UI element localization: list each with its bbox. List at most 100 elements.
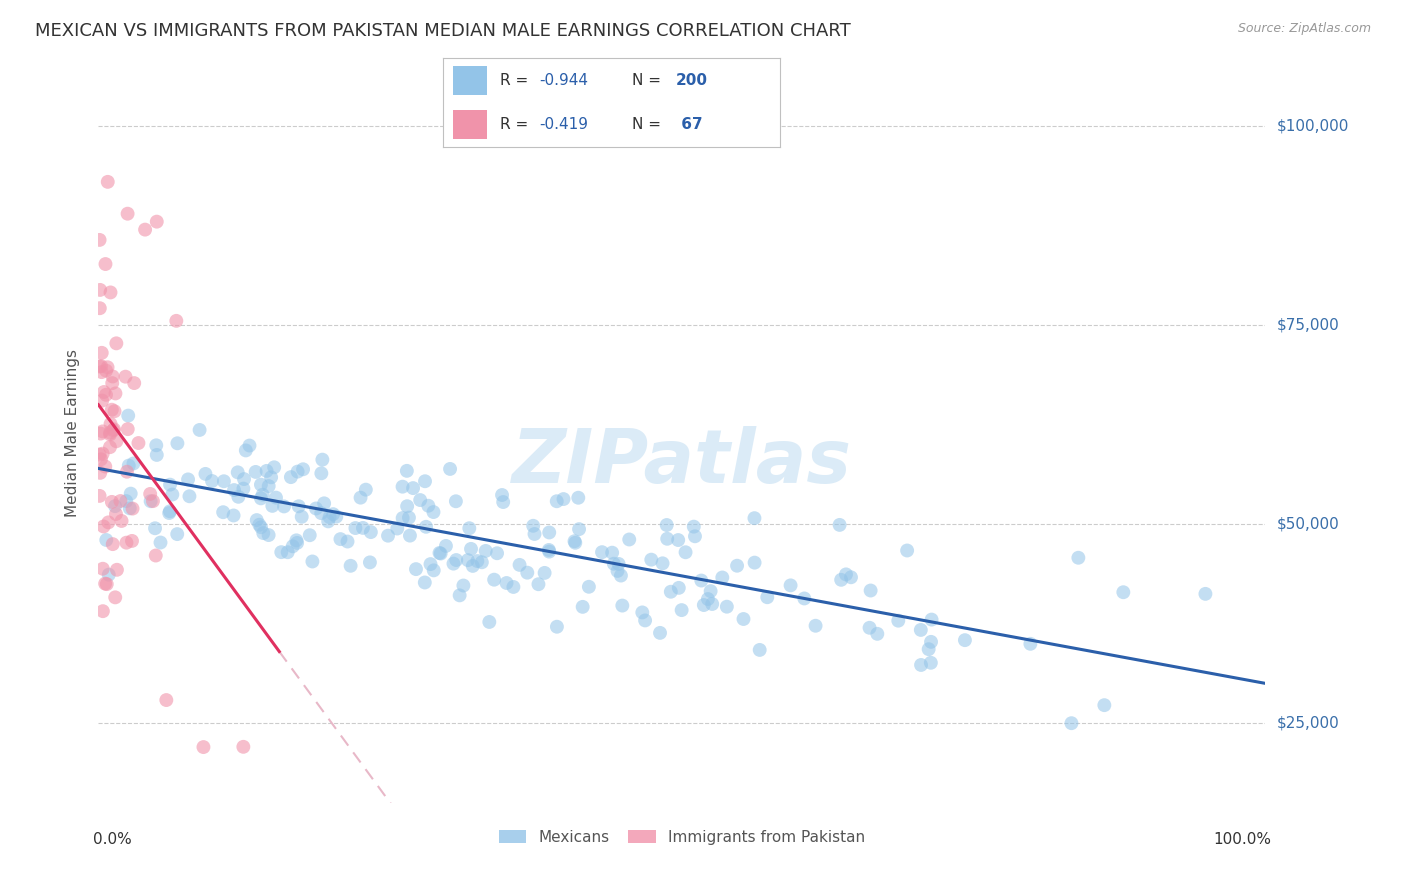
Point bbox=[391, 511, 413, 525]
Point bbox=[103, 404, 125, 418]
Point bbox=[474, 544, 496, 558]
Point bbox=[568, 522, 591, 536]
Point bbox=[422, 563, 444, 577]
Point bbox=[97, 567, 120, 582]
Point bbox=[482, 573, 505, 587]
Point bbox=[527, 577, 550, 591]
Point bbox=[250, 491, 273, 506]
Point bbox=[94, 363, 117, 377]
Point bbox=[262, 499, 284, 513]
Point bbox=[553, 491, 575, 506]
Point bbox=[631, 606, 654, 620]
Point bbox=[89, 301, 111, 316]
Point bbox=[1092, 698, 1115, 713]
Point bbox=[859, 583, 882, 598]
Point bbox=[118, 501, 141, 516]
Point bbox=[90, 359, 112, 373]
Point bbox=[91, 447, 114, 461]
Point bbox=[1060, 716, 1083, 731]
Point bbox=[157, 506, 180, 520]
Point bbox=[567, 491, 589, 505]
Point bbox=[492, 495, 515, 509]
Point bbox=[250, 520, 273, 534]
Point bbox=[683, 529, 706, 543]
Point bbox=[409, 493, 432, 508]
Point bbox=[305, 501, 328, 516]
Point bbox=[252, 488, 274, 502]
Point bbox=[246, 513, 269, 527]
Point bbox=[97, 175, 120, 189]
Point bbox=[166, 527, 188, 541]
Point bbox=[839, 570, 862, 584]
Point bbox=[502, 580, 524, 594]
Point bbox=[439, 462, 461, 476]
Point bbox=[461, 558, 484, 573]
Point bbox=[104, 507, 127, 521]
Point bbox=[429, 546, 451, 560]
Y-axis label: Median Male Earnings: Median Male Earnings bbox=[65, 349, 80, 516]
Point bbox=[538, 525, 561, 540]
Point bbox=[270, 545, 292, 559]
Text: $50,000: $50,000 bbox=[1277, 516, 1340, 532]
Point bbox=[115, 535, 138, 549]
Point bbox=[98, 440, 121, 454]
Point bbox=[429, 547, 451, 561]
Point bbox=[232, 739, 254, 754]
Point bbox=[281, 539, 304, 553]
Point bbox=[478, 615, 501, 629]
Point bbox=[509, 558, 531, 572]
Point bbox=[245, 465, 267, 479]
Point bbox=[298, 528, 321, 542]
Point bbox=[910, 623, 932, 637]
Point bbox=[449, 588, 471, 602]
Point bbox=[309, 506, 332, 520]
Point bbox=[693, 598, 716, 612]
Point bbox=[226, 466, 249, 480]
Point bbox=[101, 376, 124, 391]
Bar bbox=[453, 110, 486, 139]
Point bbox=[149, 535, 172, 549]
Point bbox=[100, 417, 122, 431]
Point bbox=[716, 599, 738, 614]
Point bbox=[105, 434, 128, 449]
Point bbox=[91, 562, 114, 576]
Point bbox=[711, 570, 734, 584]
Point bbox=[457, 553, 479, 567]
Point bbox=[666, 533, 689, 547]
Point bbox=[744, 556, 766, 570]
Point bbox=[118, 458, 141, 473]
Text: $75,000: $75,000 bbox=[1277, 318, 1340, 333]
Point bbox=[619, 533, 641, 547]
Point bbox=[115, 494, 138, 508]
Point bbox=[228, 490, 250, 504]
Point bbox=[201, 474, 224, 488]
Point bbox=[325, 509, 347, 524]
Point bbox=[495, 576, 517, 591]
Point bbox=[285, 536, 308, 550]
Point bbox=[103, 422, 125, 436]
Point bbox=[725, 558, 748, 573]
Point bbox=[145, 549, 167, 563]
Text: $25,000: $25,000 bbox=[1277, 715, 1340, 731]
Point bbox=[793, 591, 815, 606]
Point bbox=[858, 621, 880, 635]
Point bbox=[139, 494, 162, 508]
Point bbox=[398, 510, 420, 524]
Point bbox=[533, 566, 555, 580]
Point bbox=[675, 545, 697, 559]
Point bbox=[422, 505, 444, 519]
Point bbox=[546, 620, 568, 634]
Point bbox=[292, 462, 315, 476]
Point bbox=[1067, 550, 1090, 565]
Point bbox=[94, 388, 117, 402]
Point bbox=[648, 626, 671, 640]
Text: -0.419: -0.419 bbox=[538, 117, 588, 132]
Point bbox=[523, 527, 546, 541]
Point bbox=[117, 422, 139, 436]
Point bbox=[105, 563, 128, 577]
Point bbox=[522, 518, 544, 533]
Point bbox=[564, 534, 586, 549]
Point bbox=[607, 557, 630, 571]
Point bbox=[96, 360, 118, 375]
Point bbox=[571, 599, 593, 614]
